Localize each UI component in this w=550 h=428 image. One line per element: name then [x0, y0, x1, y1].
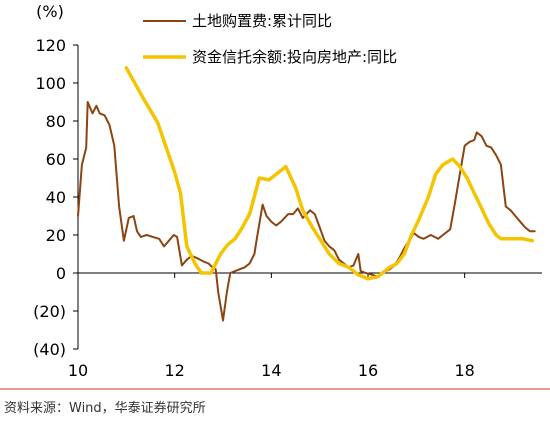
x-tick-label: 14 — [261, 361, 281, 380]
legend-label-land-purchase: 土地购置费:累计同比 — [192, 12, 332, 30]
x-tick-label: 18 — [454, 361, 474, 380]
y-unit-label: (%) — [36, 2, 64, 21]
y-tick-label: (40) — [33, 340, 66, 359]
series-line-land-purchase — [77, 101, 536, 322]
y-tick-label: 120 — [35, 36, 66, 55]
y-tick-label: 0 — [56, 264, 66, 283]
y-tick-label: 100 — [35, 74, 66, 93]
series-line-trust-real-estate — [124, 66, 535, 281]
x-tick-label: 16 — [358, 361, 378, 380]
y-tick-label: 20 — [46, 226, 66, 245]
source-note: 资料来源：Wind，华泰证券研究所 — [4, 400, 206, 416]
y-tick-label: 60 — [46, 150, 66, 169]
y-tick-label: 40 — [46, 188, 66, 207]
legend: 土地购置费:累计同比 资金信托余额:投向房地产:同比 — [143, 12, 397, 66]
x-tick-label: 10 — [68, 361, 88, 380]
y-tick-label: (20) — [33, 302, 66, 321]
y-tick-label: 80 — [46, 112, 66, 131]
series-lines — [77, 66, 536, 322]
legend-label-trust-real-estate: 资金信托余额:投向房地产:同比 — [192, 48, 397, 66]
x-tick-label: 12 — [164, 361, 184, 380]
axes: (40) (20) 0 20 40 60 80 100 120 10 12 14 16 18 — [33, 36, 542, 380]
